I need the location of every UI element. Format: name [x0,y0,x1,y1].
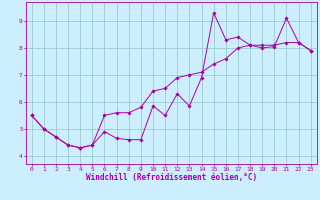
X-axis label: Windchill (Refroidissement éolien,°C): Windchill (Refroidissement éolien,°C) [86,173,257,182]
